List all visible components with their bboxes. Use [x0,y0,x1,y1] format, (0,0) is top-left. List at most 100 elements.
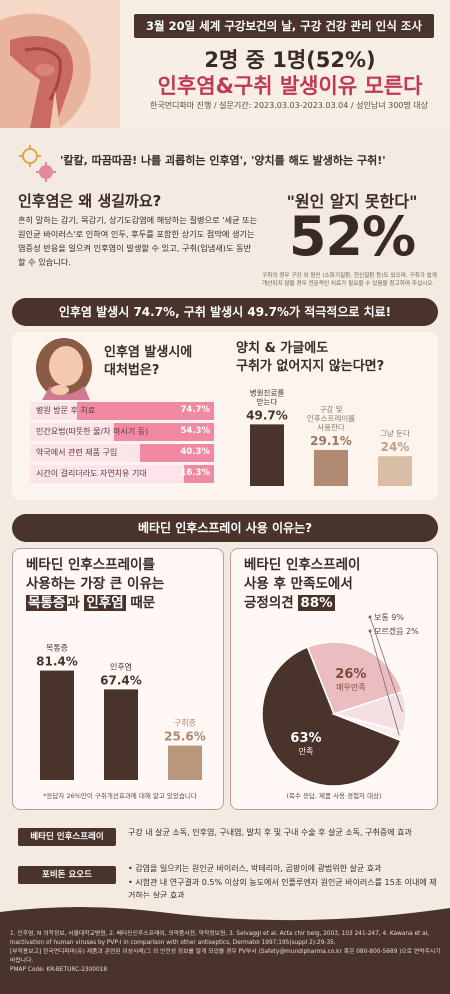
chart4-callout-label: 모르겠음 2% [374,626,419,636]
chart3-category-label: 인후염 [110,661,132,671]
chart1-row: 시간이 걸리더라도 자연치유 기대 16.3% [30,465,214,483]
chart2-category-label: 구강 및 [319,404,342,414]
why-body: 흔히 말하는 감기, 목감기, 상기도감염에 해당하는 질병으로 '세균 또는 … [18,215,258,267]
chart2-title-line1: 양치 & 가글에도 [236,341,329,356]
chart4-value-label: 63% [290,731,321,746]
title-line-2: 인후염&구취 발생이유 모른다 [157,74,423,98]
chart4-callout-label: 보통 9% [374,613,404,622]
chart3-title-line2: 사용하는 가장 큰 이유는 [26,576,165,592]
footer-contact: [부작용보고] 한국먼디파마(유) 제품과 관련된 이상사례/그 외 안전성 정… [10,949,441,964]
halitosis-note: 구취의 경우 구강 외 원인 (소화기질환, 전신질환 등)도 있으며, 구취가… [262,273,437,287]
chart4-highlight: 88% [298,595,335,611]
chart1-value-label: 54.3% [180,426,211,436]
chart2-bar [250,424,284,486]
unknown-cause-percent: 52% [288,205,416,268]
chart1-bar [184,465,214,483]
chart4-slice [261,646,402,787]
quote-bar: '칼칼, 따끔따끔! 나를 괴롭히는 인후염', '양치를 해도 발생하는 구취… [0,140,450,182]
chart1-bar-track [30,465,214,483]
chart3-title-mid: 과 [67,595,85,611]
footer-references: 1. 인후염, N 의학정보, 서울대학교병원, 2. 베타딘인후스프레이, 의… [10,931,430,946]
chart1-value-label: 16.3% [180,468,211,478]
chart1-bar [76,402,214,420]
chart3-bar [40,670,74,780]
chart4-slice [306,641,404,715]
unknown-cause-quote: "원인 알지 못한다" [286,192,418,211]
chart4-value-label: 26% [335,667,366,682]
chart3-svg: 81.4% 목통증 67.4% 인후염 25.6% 구취증 [36,644,206,780]
chart3-value-label: 81.4% [36,655,78,669]
chart4-title-lead: 긍정의견 [244,595,299,611]
chart1-title: 인후염 발생시에 대처법은? [104,344,192,380]
chart1-category-label: 시간이 걸리더라도 자연치유 기대 [36,469,147,478]
chart3-title: 베타딘 인후스프레이를 사용하는 가장 큰 이유는 목통증 과 인후염 때문 [26,556,164,613]
info-text-betadine: 구강 내 살균 소독, 인후염, 구내염, 발치 후 및 구내 수술 후 살균 … [128,828,412,837]
chart2-title-line2: 구취가 없어지지 않는다면? [236,359,385,374]
chart1-row: 약국에서 관련 제품 구입 40.3% [30,444,214,462]
survey-subtitle: 한국먼디파마 진행 / 설문기간: 2023.03.03-2023.03.04 … [149,101,429,110]
quote-text: '칼칼, 따끔따끔! 나를 괴롭히는 인후염', '양치를 해도 발생하는 구취… [60,154,386,167]
chart3-title-end: 때문 [125,595,156,611]
chart4-title-line1: 베타딘 인후스프레이 [244,557,361,573]
throat-anatomy-illustration [0,0,120,128]
chart3-highlight-1: 목통증 [26,595,68,611]
chart3-title-line3: 목통증 과 인후염 때문 [26,594,164,613]
chart1-row: 병원 방문 후 치료 74.7% [30,402,214,420]
chart2-category-label: 병원진료를 [250,387,285,397]
chart2-title: 양치 & 가글에도 구취가 없어지지 않는다면? [236,340,384,376]
chart4-title-line2: 사용 후 만족도에서 [244,576,353,592]
virus-icon [19,145,56,182]
why-title: 인후염은 왜 생길까요? [18,192,162,210]
chart4-callout-line [369,616,403,712]
title-line-1: 2명 중 1명(52%) [204,48,376,72]
chart2-category-label: 받는다 [257,396,278,406]
info-text-povidone-2: • 시험관 내 연구결과 0.5% 이상의 농도에서 인플루엔자 원인균 바이러… [128,878,437,900]
chart1-value-label: 40.3% [180,447,211,457]
chart4-callout-dot [368,629,372,633]
chart2-bar [378,456,412,486]
chart2-value-label: 49.7% [246,408,288,422]
chart1-category-label: 약국에서 관련 제품 구입 [36,448,118,457]
chart1-bar [139,444,214,462]
chart4-category-label: 만족 [299,747,314,756]
chart3-value-label: 25.6% [164,730,206,744]
chart1-value-label: 74.7% [180,405,211,415]
chart1-bar [114,423,214,441]
chart4-title-line3: 긍정의견 88% [244,594,360,613]
chart2-value-label: 24% [381,440,410,454]
chart4-callout-dot [368,615,372,619]
footer-code: PMAP Code: KR-BETURC-2300018 [10,967,108,973]
chart1-row: 민간요법(따뜻한 물/차 마시기 등) 54.3% [30,423,214,441]
chart1-category-label: 병원 방문 후 치료 [36,406,96,415]
chart2-value-label: 29.1% [310,434,352,448]
sore-throat-person-illustration [36,338,92,400]
info-label-povidone: 포비돈 요오드 [18,866,116,884]
info-label-betadine: 베타딘 인후스프레이 [18,828,116,846]
chart1-category-label: 민간요법(따뜻한 물/차 마시기 등) [36,427,149,436]
chart4-category-label: 매우만족 [336,683,365,692]
treatment-banner: 인후염 발생시 74.7%, 구취 발생시 49.7%가 적극적으로 치료! [12,298,438,326]
chart2-category-label: 인후스프레이를 [307,413,355,423]
chart3-category-label: 목통증 [46,644,68,653]
chart3-highlight-2: 인후염 [84,595,126,611]
info-text-povidone-1: • 감염을 일으키는 원인균 바이러스, 박테리아, 곰팡이에 광범위한 살균 … [128,864,382,873]
chart3-bar [104,689,138,780]
chart1-title-line2: 대처법은? [104,363,160,378]
header: 3월 20일 세계 구강보건의 날, 구강 건강 관리 인식 조사 2명 중 1… [0,0,450,128]
chart3-value-label: 67.4% [100,673,142,687]
footer-text: 1. 인후염, N 의학정보, 서울대학교병원, 2. 베타딘인후스프레이, 의… [10,930,442,975]
chart2-category-label: 그냥 둔다 [380,429,410,438]
footer-wave [0,898,450,921]
chart1-title-line1: 인후염 발생시에 [104,345,193,360]
top-banner: 3월 20일 세계 구강보건의 날, 구강 건강 관리 인식 조사 [134,14,434,38]
chart3-note: *응답자 26%만이 구취개선효과에 대해 알고 있었습니다 [43,792,197,800]
chart3-title-line1: 베타딘 인후스프레이를 [26,557,155,573]
chart3-bar [168,745,202,780]
reason-banner: 베타딘 인후스프레이 사용 이유는? [12,514,438,542]
chart4-slice [333,713,405,742]
chart3-category-label: 구취증 [174,719,196,728]
chart4-svg: 63%만족 26%매우만족 보통 9% 모르겠음 2% [261,613,419,787]
chart2-category-label: 사용한다 [317,423,345,432]
